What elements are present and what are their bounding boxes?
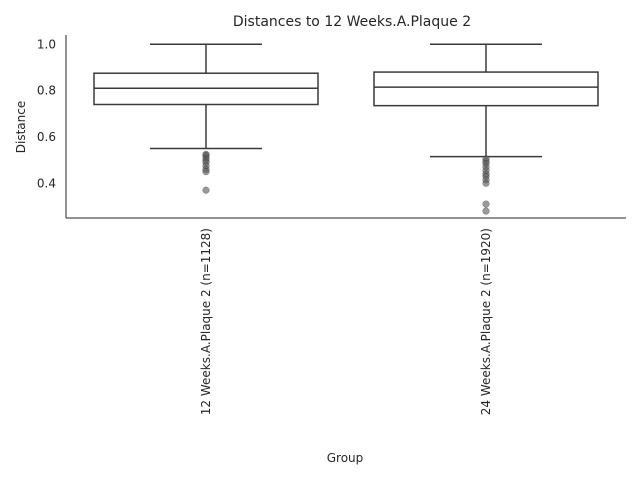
x-axis-ticks: 12 Weeks.A.Plaque 2 (n=1128) 24 Weeks.A.P… — [199, 228, 493, 415]
box-group-2 — [373, 43, 599, 215]
plot-area — [93, 43, 599, 215]
outlier-point — [482, 207, 490, 215]
iqr-box — [373, 71, 599, 107]
y-axis-ticks: 0.4 0.6 0.8 1.0 — [37, 37, 56, 190]
x-tick-label: 24 Weeks.A.Plaque 2 (n=1920) — [479, 228, 493, 415]
x-tick-label: 12 Weeks.A.Plaque 2 (n=1128) — [199, 228, 213, 415]
outlier-point — [482, 200, 490, 208]
chart-title: Distances to 12 Weeks.A.Plaque 2 — [233, 14, 471, 30]
y-tick-label: 1.0 — [37, 37, 56, 51]
box-group-1 — [93, 43, 319, 194]
y-axis-label: Distance — [14, 101, 28, 153]
y-tick-label: 0.6 — [37, 130, 56, 144]
y-tick-label: 0.8 — [37, 84, 56, 98]
outlier-point — [202, 186, 210, 194]
y-tick-label: 0.4 — [37, 176, 56, 190]
x-axis-label: Group — [327, 451, 364, 465]
outlier-point — [202, 168, 210, 176]
outlier-point — [482, 179, 490, 187]
